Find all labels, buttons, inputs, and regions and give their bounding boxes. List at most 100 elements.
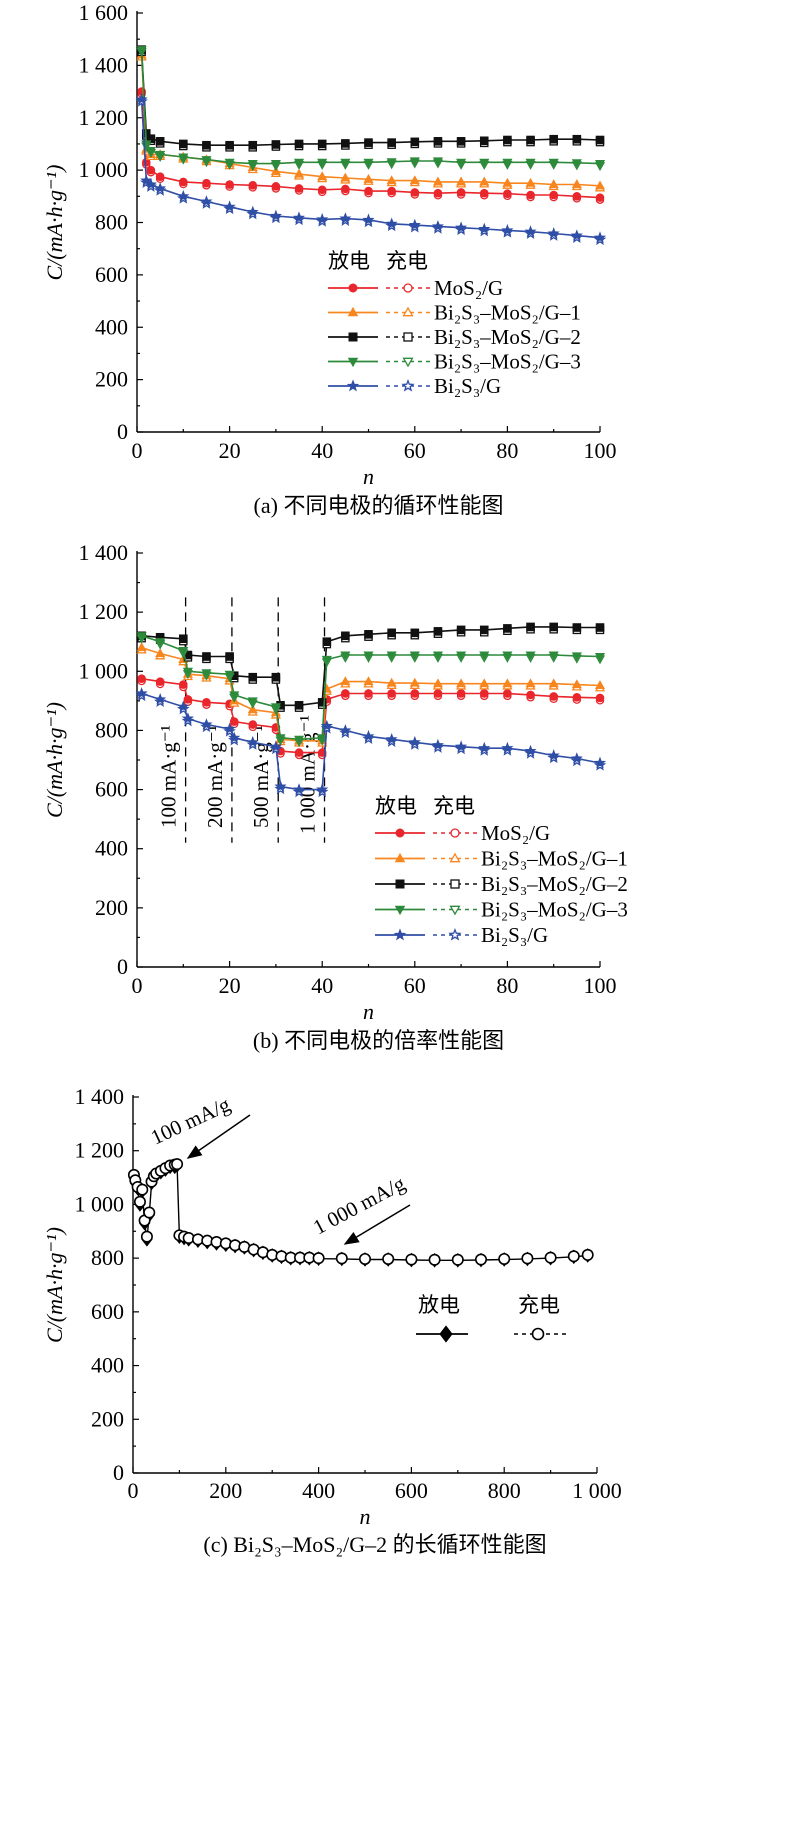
data-point bbox=[317, 158, 328, 168]
data-point bbox=[155, 172, 165, 181]
data-point bbox=[387, 628, 396, 638]
data-point bbox=[179, 139, 188, 149]
legend-header-discharge: 放电 bbox=[375, 794, 417, 818]
legend-discharge-marker bbox=[395, 828, 405, 838]
data-point bbox=[136, 46, 147, 56]
data-point bbox=[145, 146, 156, 156]
data-point bbox=[595, 135, 605, 145]
y-tick-label: 800 bbox=[95, 717, 128, 742]
data-point bbox=[248, 720, 258, 729]
x-tick-label: 200 bbox=[209, 1478, 242, 1503]
data-point bbox=[548, 179, 559, 189]
legend-charge-marker bbox=[449, 852, 461, 863]
data-point bbox=[409, 157, 420, 167]
data-point bbox=[317, 185, 327, 195]
x-tick-label: 0 bbox=[128, 1478, 139, 1503]
data-point bbox=[339, 724, 352, 736]
y-tick-label: 800 bbox=[91, 1245, 124, 1270]
data-point bbox=[363, 676, 374, 686]
data-point bbox=[364, 630, 373, 639]
data-point bbox=[408, 218, 421, 231]
data-point bbox=[526, 622, 535, 632]
data-point bbox=[340, 676, 351, 686]
y-tick-label: 600 bbox=[95, 262, 128, 287]
data-point bbox=[225, 180, 234, 189]
data-point bbox=[498, 1252, 511, 1265]
data-point bbox=[246, 735, 259, 748]
y-tick-label: 1 200 bbox=[79, 105, 129, 130]
x-tick-label: 400 bbox=[302, 1478, 335, 1503]
legend-header-charge: 充电 bbox=[386, 249, 428, 273]
legend-label: Bi₂S₃–MoS₂/G–3 bbox=[434, 350, 581, 374]
data-point bbox=[178, 647, 189, 656]
series-group bbox=[135, 687, 607, 798]
chart-caption: (c) Bi₂S₃–MoS₂/G–2 的长循环性能图 bbox=[203, 1532, 546, 1557]
data-point bbox=[200, 718, 213, 730]
data-point bbox=[340, 172, 351, 182]
data-point bbox=[316, 783, 329, 795]
data-point bbox=[201, 669, 212, 679]
data-point bbox=[502, 177, 513, 187]
data-point bbox=[179, 680, 188, 689]
data-point bbox=[571, 159, 582, 169]
data-point bbox=[455, 740, 468, 752]
y-axis-label: C/(mA·h·g⁻¹) bbox=[42, 1227, 67, 1343]
data-point bbox=[382, 1252, 395, 1265]
data-point bbox=[549, 692, 559, 701]
legend-label: MoS₂/G bbox=[481, 821, 550, 845]
data-point bbox=[223, 722, 236, 735]
y-tick-label: 1 400 bbox=[79, 540, 129, 565]
data-point bbox=[155, 137, 165, 146]
legend-discharge-marker bbox=[347, 306, 359, 317]
x-tick-label: 40 bbox=[311, 973, 333, 998]
data-point bbox=[201, 156, 212, 166]
data-point bbox=[547, 227, 560, 239]
data-point bbox=[455, 221, 468, 233]
chart-panel-c: 0 200 400 600 800 1 000 1 200 1 400 0 200 400 600 80… bbox=[42, 1084, 622, 1557]
data-point bbox=[549, 190, 559, 200]
data-point bbox=[363, 651, 374, 661]
data-point bbox=[229, 717, 239, 726]
data-point bbox=[410, 137, 420, 147]
data-point bbox=[456, 188, 466, 197]
data-point bbox=[456, 651, 467, 661]
data-point bbox=[479, 678, 490, 688]
data-point bbox=[339, 212, 352, 224]
data-point bbox=[571, 652, 582, 662]
rate-label: 100 mA·g⁻¹ bbox=[157, 725, 181, 828]
data-point bbox=[525, 177, 536, 187]
x-tick-label: 100 bbox=[584, 973, 617, 998]
y-tick-label: 200 bbox=[95, 895, 128, 920]
x-tick-label: 0 bbox=[132, 973, 143, 998]
y-tick-label: 200 bbox=[91, 1406, 124, 1431]
legend-label: MoS₂/G bbox=[434, 276, 503, 300]
chart-panel-a: 0 200 400 600 800 1 000 1 200 1 400 1 600 0 20 40 60… bbox=[42, 0, 617, 518]
x-tick-label: 80 bbox=[496, 973, 518, 998]
data-point bbox=[409, 175, 420, 185]
annotation-arrow bbox=[343, 1204, 411, 1245]
data-point bbox=[335, 1252, 348, 1265]
data-point bbox=[228, 731, 241, 743]
data-point bbox=[572, 192, 582, 201]
annotation-arrow bbox=[186, 1114, 251, 1159]
data-point bbox=[456, 176, 467, 186]
data-point bbox=[293, 783, 306, 795]
data-point bbox=[133, 1195, 146, 1208]
data-point bbox=[274, 780, 287, 792]
data-point bbox=[225, 140, 234, 150]
data-point bbox=[224, 670, 235, 680]
data-point bbox=[571, 179, 582, 189]
data-point bbox=[179, 177, 188, 187]
data-point bbox=[432, 176, 443, 186]
rate-label: 1 000 mA·g⁻¹ bbox=[296, 715, 320, 834]
legend-header-discharge: 放电 bbox=[328, 249, 370, 273]
legend-charge-marker bbox=[403, 332, 413, 342]
data-point bbox=[524, 225, 537, 237]
data-point bbox=[479, 651, 490, 661]
x-tick-label: 60 bbox=[404, 438, 426, 463]
legend-label: Bi₂S₃/G bbox=[481, 923, 548, 947]
y-tick-label: 0 bbox=[113, 1460, 124, 1485]
legend-charge-marker bbox=[402, 306, 414, 317]
data-point bbox=[200, 195, 213, 207]
